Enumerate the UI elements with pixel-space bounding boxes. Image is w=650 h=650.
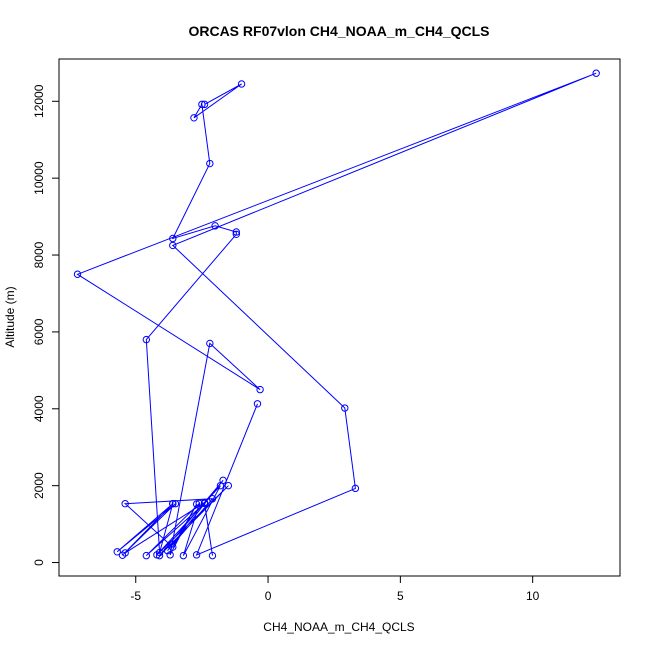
data-point — [171, 500, 180, 508]
x-tick-label: 5 — [397, 589, 404, 603]
data-point — [192, 500, 201, 508]
data-point — [169, 500, 177, 508]
y-tick-label: 0 — [32, 559, 46, 566]
data-point — [208, 551, 217, 560]
data-point — [341, 404, 349, 412]
plot-frame — [58, 58, 621, 577]
data-point — [206, 339, 214, 348]
data-point — [169, 234, 177, 243]
data-point — [351, 484, 360, 493]
data-point — [190, 114, 198, 122]
x-axis-label: CH4_NOAA_m_CH4_QCLS — [263, 620, 414, 634]
data-point — [232, 228, 240, 236]
data-point — [253, 400, 262, 408]
x-tick-label: 10 — [526, 589, 540, 603]
y-tick-label: 4000 — [32, 395, 46, 422]
data-point — [73, 270, 82, 278]
y-tick-label: 2000 — [32, 472, 46, 499]
plot-area — [73, 69, 600, 560]
data-point — [142, 551, 151, 560]
x-tick-label: -5 — [130, 589, 141, 603]
series-line — [76, 72, 597, 556]
data-point — [592, 69, 600, 77]
y-tick-label: 8000 — [32, 241, 46, 268]
y-tick-label: 12000 — [32, 84, 46, 118]
data-point — [211, 222, 219, 230]
y-axis-label: Altitude (m) — [3, 286, 17, 347]
data-point — [206, 159, 214, 168]
data-point — [219, 476, 227, 484]
chart-title: ORCAS RF07vlon CH4_NOAA_m_CH4_QCLS — [188, 23, 489, 39]
data-point — [200, 499, 209, 508]
data-point — [192, 551, 201, 559]
y-axis: 0 2000 4000 6000 8000 10000 12000 — [32, 84, 59, 566]
data-point — [256, 385, 264, 394]
data-point — [237, 80, 246, 88]
y-tick-label: 6000 — [32, 318, 46, 345]
data-point — [169, 241, 177, 250]
data-point — [121, 549, 129, 557]
data-point — [113, 548, 121, 556]
x-tick-label: 0 — [265, 589, 272, 603]
data-point — [208, 495, 217, 503]
data-point — [166, 551, 174, 559]
data-point — [121, 500, 129, 508]
data-point — [142, 335, 151, 344]
data-point — [200, 100, 209, 109]
data-point — [224, 481, 233, 490]
data-point — [169, 543, 177, 551]
x-axis: -5 0 5 10 — [130, 576, 540, 603]
data-point — [179, 551, 188, 560]
data-point — [232, 230, 240, 238]
data-point — [155, 551, 164, 560]
y-tick-label: 10000 — [32, 161, 46, 195]
data-point — [198, 100, 206, 109]
